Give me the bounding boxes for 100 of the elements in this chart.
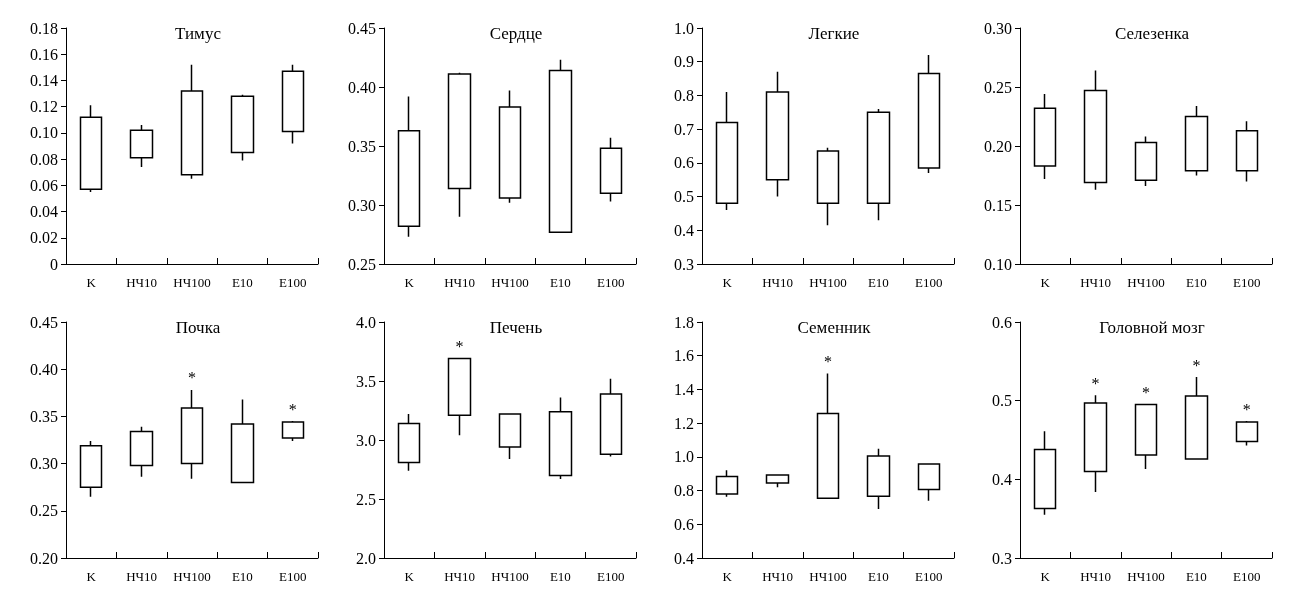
y-tick-label: 0.9 [674, 53, 694, 71]
y-tick-label: 0.35 [348, 137, 376, 155]
x-tick-label: НЧ10 [126, 569, 158, 584]
x-tick-label: K [86, 275, 97, 290]
y-tick-label: 0.8 [674, 482, 694, 500]
candlestick [1184, 105, 1209, 177]
y-tick-label: 0.25 [984, 78, 1012, 96]
candlestick [498, 413, 522, 460]
candlestick [715, 469, 739, 498]
y-tick-label: 0.45 [30, 313, 58, 331]
y-tick-label: 0.40 [348, 78, 376, 96]
x-tick-label: НЧ100 [173, 569, 211, 584]
chart-title: Головной мозг [1099, 318, 1205, 337]
x-tick-label: K [404, 275, 415, 290]
y-tick-label: 0.20 [30, 549, 58, 567]
candlestick [397, 413, 421, 472]
x-tick-label: K [722, 569, 733, 584]
y-tick-label: 0.4 [674, 221, 694, 239]
candlestick [79, 440, 103, 498]
x-tick-label: E10 [231, 569, 253, 584]
x-tick-label: K [722, 275, 733, 290]
x-tick-label: E10 [1185, 569, 1207, 584]
x-tick-label: E10 [1185, 275, 1207, 290]
x-tick-label: НЧ100 [173, 275, 211, 290]
candlestick [1134, 135, 1158, 187]
y-tick-label: 0.04 [30, 203, 58, 221]
x-tick-label: E100 [597, 569, 625, 584]
y-tick-label: 0.30 [984, 19, 1012, 37]
y-tick-label: 0.6 [992, 313, 1012, 331]
candlestick [917, 54, 941, 174]
x-tick-label: K [1040, 569, 1051, 584]
candlestick [180, 389, 204, 480]
x-tick-label: НЧ10 [762, 569, 794, 584]
x-tick-label: НЧ10 [1080, 569, 1112, 584]
chart-title: Печень [489, 318, 543, 337]
y-tick-label: 0.5 [992, 392, 1012, 410]
candlestick [866, 108, 891, 221]
candlestick [917, 463, 941, 502]
candlestick [548, 396, 573, 480]
x-tick-label: E10 [231, 275, 253, 290]
y-tick-label: 0.18 [30, 19, 58, 37]
candlestick [397, 95, 421, 238]
y-tick-label: 0.3 [674, 255, 694, 273]
x-tick-label: НЧ10 [126, 275, 158, 290]
x-tick-label: E10 [867, 275, 889, 290]
x-tick-label: K [1040, 275, 1051, 290]
y-tick-label: 0 [50, 255, 58, 273]
x-tick-label: НЧ10 [444, 569, 476, 584]
y-tick-label: 0.40 [30, 360, 58, 378]
y-tick-label: 0.5 [674, 188, 694, 206]
y-tick-label: 0.30 [30, 455, 58, 473]
candlestick [79, 104, 103, 193]
x-tick-label: E10 [549, 275, 571, 290]
x-tick-label: E100 [915, 275, 943, 290]
x-tick-label: K [404, 569, 415, 584]
y-tick-label: 0.45 [348, 19, 376, 37]
candlestick [1184, 376, 1209, 461]
chart-title: Тимус [175, 24, 222, 43]
x-tick-label: E10 [867, 569, 889, 584]
x-tick-label: НЧ100 [809, 275, 847, 290]
y-tick-label: 0.15 [984, 196, 1012, 214]
y-tick-label: 4.0 [356, 313, 376, 331]
chart-title: Легкие [808, 24, 860, 43]
x-tick-label: НЧ100 [491, 569, 529, 584]
x-tick-label: E100 [1233, 569, 1261, 584]
annotation: * [824, 352, 832, 370]
candlestick [599, 377, 623, 458]
y-tick-label: 0.20 [984, 137, 1012, 155]
annotation: * [1091, 374, 1100, 392]
candlestick [498, 89, 522, 204]
candlestick [447, 357, 472, 437]
y-tick-label: 0.14 [30, 71, 58, 89]
y-tick-label: 0.4 [674, 549, 694, 567]
y-tick-label: 0.4 [992, 470, 1012, 488]
y-tick-label: 1.0 [674, 448, 694, 466]
candlestick [281, 63, 305, 145]
y-tick-label: 0.35 [30, 407, 58, 425]
y-tick-label: 0.08 [30, 150, 58, 168]
chart-title: Семенник [797, 318, 872, 337]
y-tick-label: 0.25 [348, 255, 376, 273]
candlestick [1033, 430, 1057, 516]
y-tick-label: 0.10 [30, 124, 58, 142]
chart-title: Селезенка [1114, 24, 1190, 43]
candlestick [715, 91, 739, 211]
candlestick [816, 372, 840, 499]
y-tick-label: 3.0 [356, 431, 376, 449]
x-tick-label: НЧ100 [491, 275, 529, 290]
candlestick [866, 448, 891, 510]
chart-title: Сердце [489, 24, 543, 43]
x-tick-label: НЧ10 [444, 275, 476, 290]
y-tick-label: 0.7 [674, 120, 694, 138]
x-tick-label: НЧ100 [1127, 275, 1165, 290]
y-tick-label: 1.4 [674, 380, 694, 398]
x-tick-label: НЧ10 [1080, 275, 1112, 290]
x-tick-label: НЧ10 [762, 275, 794, 290]
candlestick [129, 426, 154, 478]
x-tick-label: E100 [597, 275, 625, 290]
x-tick-label: E100 [1233, 275, 1261, 290]
y-tick-label: 0.6 [674, 515, 694, 533]
x-tick-label: K [86, 569, 97, 584]
